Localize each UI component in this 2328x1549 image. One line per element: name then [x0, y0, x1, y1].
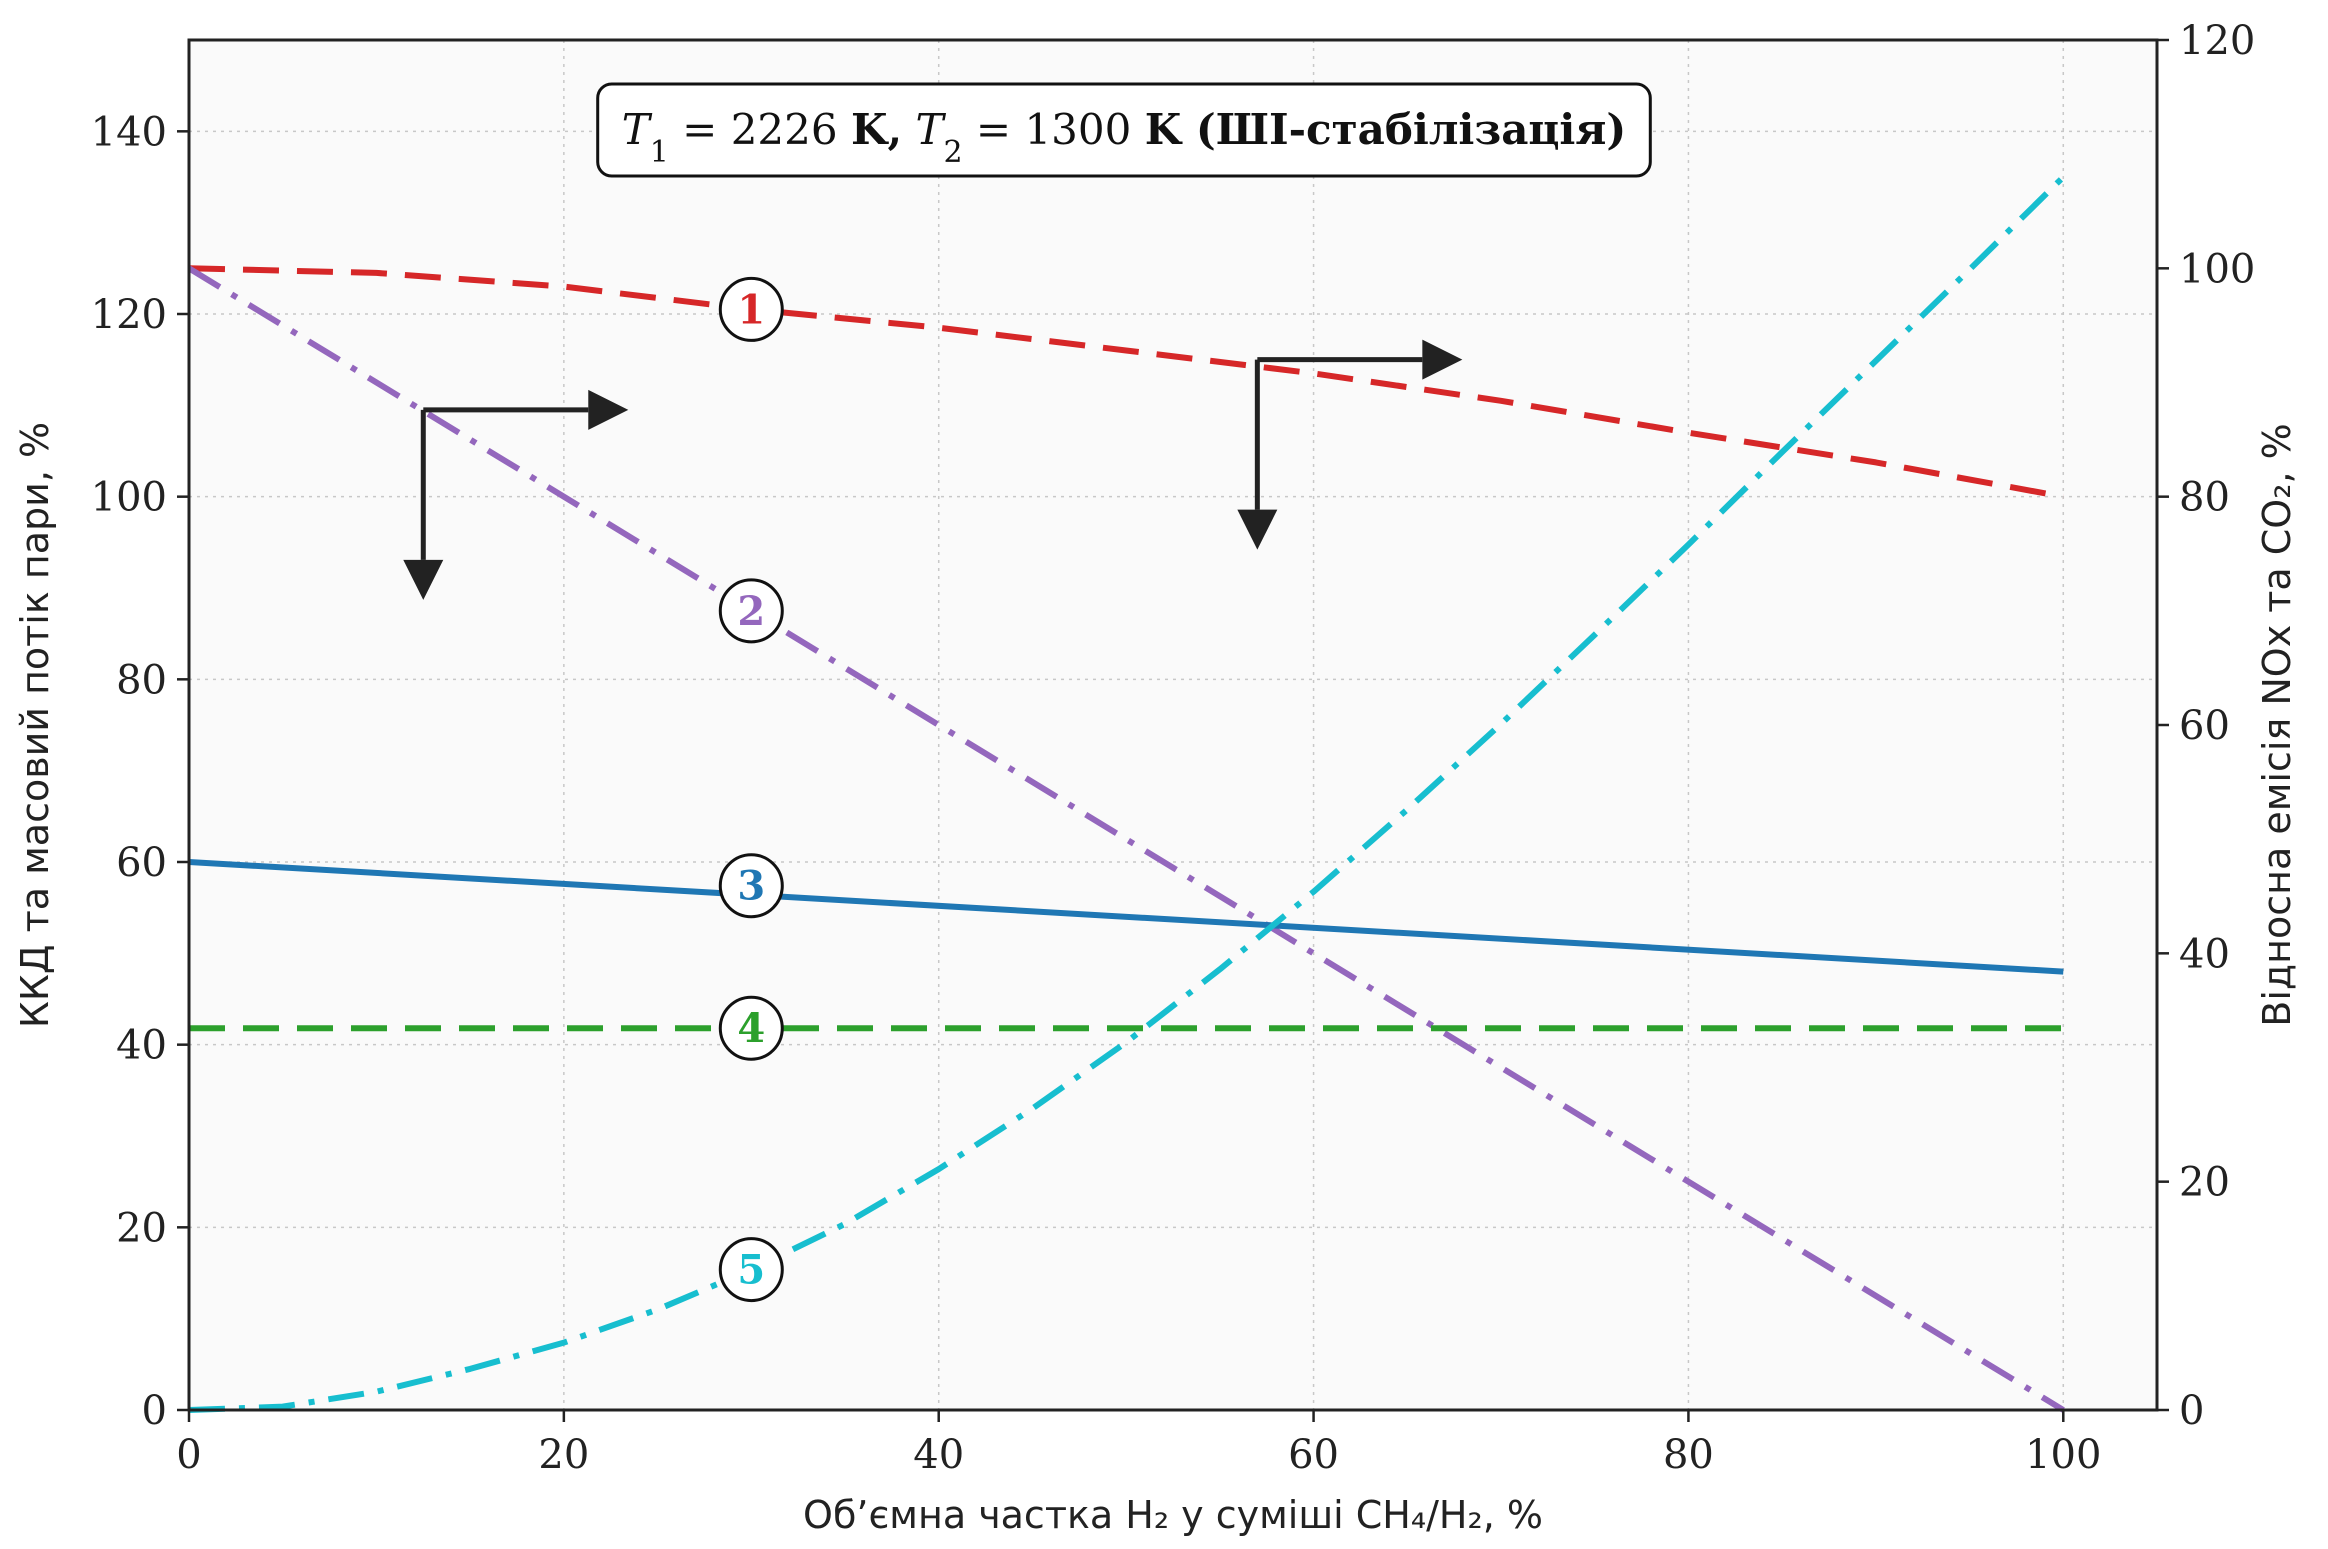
series-lines [187, 174, 2066, 1413]
series-line-3 [188, 859, 2064, 975]
y-right-tick-label: 20 [2179, 1160, 2230, 1206]
x-tick-label: 0 [176, 1432, 201, 1478]
title-part: = 2226 [669, 105, 851, 154]
series-marker-4 [718, 995, 784, 1061]
series-marker-2 [718, 578, 784, 644]
y-right-tick-label: 120 [2179, 18, 2255, 64]
title-part: 2 [943, 135, 962, 170]
x-tick-label: 60 [1288, 1432, 1339, 1478]
y-right-tick-label: 100 [2179, 246, 2255, 292]
series-marker-3 [718, 853, 784, 919]
plot-area [189, 40, 2157, 1410]
x-tick-label: 20 [538, 1432, 589, 1478]
y-left-tick-label: 80 [116, 657, 167, 703]
y-right-tick-label: 80 [2179, 475, 2230, 521]
y-left-tick-label: 60 [116, 840, 167, 886]
series-marker-5 [718, 1237, 784, 1303]
y-left-tick-label: 0 [142, 1388, 167, 1434]
series-marker-1 [718, 276, 784, 342]
arrow-right-head-1 [588, 389, 629, 430]
title-part: K (ШІ-стабілізація) [1145, 105, 1627, 154]
title-part: T [902, 105, 946, 154]
arrow-down-head-2 [1237, 509, 1278, 550]
y-right-tick-label: 40 [2179, 931, 2230, 977]
y-left-tick-label: 120 [91, 292, 167, 338]
y-left-tick-label: 20 [116, 1205, 167, 1251]
x-axis-label: Об’ємна частка H₂ у суміші CH₄/H₂, % [803, 1493, 1543, 1537]
series-marker-label-1: 1 [737, 286, 765, 333]
axis-ticks: 0 20 40 60 80 100 0 20 40 60 80 100 120 140 0 20 40 60 80 1… [91, 18, 2256, 1478]
y-left-tick-label: 140 [91, 109, 167, 155]
title-part: = 1300 [963, 105, 1145, 154]
series-marker-label-3: 3 [737, 863, 765, 910]
series-line-1 [188, 265, 2064, 500]
y-left-tick-label: 40 [116, 1023, 167, 1069]
y-right-tick-label: 60 [2179, 703, 2230, 749]
chart-title: T1 = 2226 K, T2 = 1300 K (ШІ-стабілізаці… [622, 105, 1627, 170]
title-frame [596, 82, 1652, 178]
chart-title-box: T1 = 2226 K, T2 = 1300 K (ШІ-стабілізаці… [596, 82, 1652, 178]
title-part: T [622, 105, 653, 154]
series-markers: 1 2 3 4 5 [718, 276, 784, 1303]
series-marker-label-4: 4 [737, 1005, 765, 1052]
title-part: K, [851, 105, 902, 154]
series-marker-label-2: 2 [737, 588, 765, 635]
series-marker-label-5: 5 [737, 1247, 765, 1294]
x-tick-label: 100 [2025, 1432, 2101, 1478]
x-tick-label: 80 [1663, 1432, 1714, 1478]
series-line-2 [187, 265, 2065, 1413]
y-left-tick-label: 100 [91, 475, 167, 521]
y-axis-right-label: Відносна емісія NOx та CO₂, % [2255, 423, 2299, 1026]
arrow-down-head-1 [403, 559, 444, 600]
y-axis-left-label: ККД та масовий потік пари, % [13, 422, 57, 1028]
x-tick-label: 40 [913, 1432, 964, 1478]
title-part: 1 [650, 135, 669, 170]
axis-indicator-arrows [403, 339, 1463, 600]
y-right-tick-label: 0 [2179, 1388, 2204, 1434]
arrow-right-head-2 [1422, 339, 1463, 380]
